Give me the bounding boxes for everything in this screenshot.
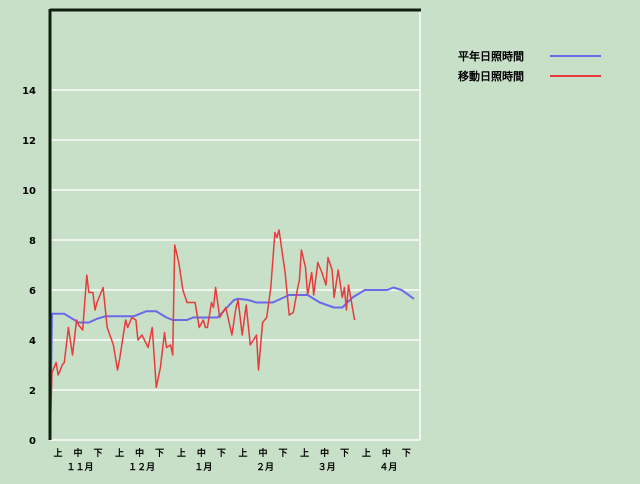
y-tick-label: 14 bbox=[22, 86, 36, 97]
x-dekad-label: 中 bbox=[197, 447, 206, 459]
y-tick-label: 0 bbox=[29, 436, 36, 447]
x-dekad-label: 上 bbox=[362, 447, 371, 459]
x-dekad-label: 上 bbox=[53, 447, 62, 459]
x-dekad-label: 下 bbox=[93, 448, 102, 459]
x-month-label: ３月 bbox=[318, 462, 336, 473]
x-dekad-label: 下 bbox=[278, 448, 287, 459]
y-tick-label: 12 bbox=[22, 136, 36, 147]
legend-label: 平年日照時間 bbox=[458, 49, 524, 63]
x-month-label: １月 bbox=[194, 462, 212, 473]
x-dekad-label: 上 bbox=[238, 447, 247, 459]
series-lines bbox=[49, 229, 415, 441]
x-dekad-label: 中 bbox=[73, 447, 82, 459]
legend-label: 移動日照時間 bbox=[458, 69, 524, 83]
y-tick-label: 8 bbox=[29, 236, 36, 247]
x-dekad-label: 下 bbox=[155, 448, 164, 459]
x-axis-ticks: 上中下１１月上中下１２月上中下１月上中下２月上中下３月上中下４月 bbox=[53, 447, 410, 473]
x-month-label: ２月 bbox=[256, 462, 274, 473]
x-dekad-label: 上 bbox=[177, 447, 186, 459]
x-dekad-label: 上 bbox=[115, 447, 124, 459]
x-dekad-label: 中 bbox=[258, 447, 267, 459]
y-tick-label: 4 bbox=[29, 336, 36, 347]
x-month-label: ４月 bbox=[379, 462, 397, 473]
y-tick-label: 2 bbox=[29, 386, 36, 397]
x-dekad-label: 中 bbox=[320, 447, 329, 459]
grid bbox=[50, 89, 420, 391]
x-dekad-label: 中 bbox=[135, 447, 144, 459]
y-axis-ticks: 0 2 4 6 8 10 12 14 bbox=[22, 86, 36, 447]
x-dekad-label: 下 bbox=[340, 448, 349, 459]
x-month-label: １１月 bbox=[66, 462, 93, 473]
x-dekad-label: 下 bbox=[402, 448, 411, 459]
series-line-moving bbox=[49, 229, 356, 441]
y-tick-label: 10 bbox=[22, 186, 36, 197]
x-dekad-label: 上 bbox=[300, 447, 309, 459]
y-tick-label: 6 bbox=[29, 286, 36, 297]
series-line-normal bbox=[49, 286, 415, 441]
x-month-label: １２月 bbox=[128, 462, 155, 473]
x-dekad-label: 下 bbox=[217, 448, 226, 459]
x-dekad-label: 中 bbox=[382, 447, 391, 459]
